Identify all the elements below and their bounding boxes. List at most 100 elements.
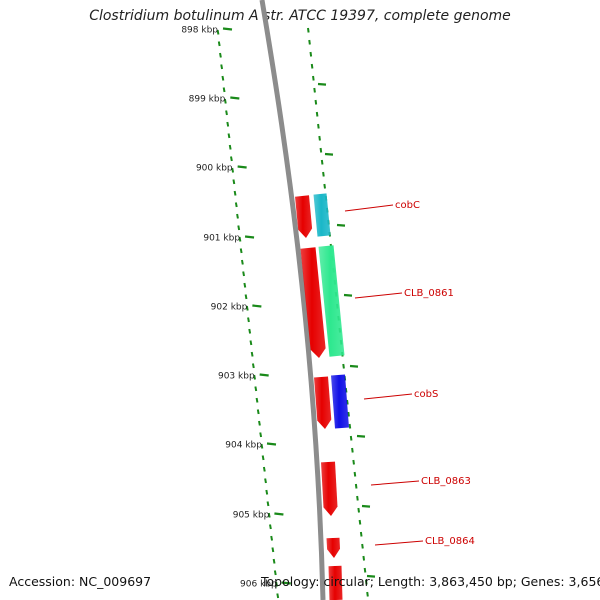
- feature-ruler-dot: [352, 459, 355, 465]
- genome-backbone: [259, 0, 326, 600]
- feature-ruler-dot: [322, 171, 325, 177]
- ruler-major-tick: [281, 581, 291, 585]
- gene-bar-cobS: [331, 374, 349, 429]
- ruler-major-tick: [274, 512, 284, 516]
- feature-ruler-tick: [324, 152, 334, 156]
- feature-ruler-tick: [349, 364, 359, 368]
- ruler-dot: [238, 236, 242, 242]
- ruler-dot: [249, 340, 253, 346]
- feature-ruler-tick: [317, 82, 327, 86]
- ruler-dot: [225, 110, 228, 116]
- ruler-dot: [254, 386, 258, 392]
- ruler-major-tick: [266, 442, 277, 446]
- gene-bar-CLB_0861: [318, 245, 345, 357]
- ruler-dot: [227, 133, 231, 139]
- gene-label: CLB_0864: [425, 536, 475, 547]
- ruler-dot: [222, 87, 226, 93]
- feature-ruler-dot: [314, 99, 318, 105]
- gene-leader-line: [354, 292, 403, 299]
- ruler-dot: [233, 190, 237, 196]
- ruler-dot: [236, 213, 239, 219]
- gene-block-CLB_0864: [326, 537, 340, 558]
- ruler-dot: [256, 409, 260, 415]
- gene-block-cobC: [295, 195, 313, 238]
- feature-ruler-dot: [366, 591, 369, 597]
- gene-bar-cobC: [313, 193, 331, 237]
- feature-ruler-dot: [320, 159, 324, 165]
- feature-ruler-dot: [348, 423, 352, 429]
- feature-ruler-tick: [361, 504, 371, 508]
- gene-label: CLB_0863: [421, 476, 471, 487]
- ruler-dot: [239, 248, 243, 254]
- ruler-dot: [259, 432, 263, 438]
- ruler-dot: [248, 328, 252, 334]
- ruler-dot: [243, 282, 247, 288]
- feature-ruler-dot: [353, 471, 357, 477]
- genome-title: Clostridium botulinum A str. ATCC 19397,…: [89, 8, 511, 24]
- feature-ruler-dot: [308, 39, 311, 45]
- gene-block-next: [328, 565, 343, 600]
- ruler-dot: [261, 455, 265, 461]
- ruler-dot: [272, 558, 276, 564]
- ruler-dot: [216, 29, 220, 35]
- ruler-dot: [226, 121, 230, 127]
- ruler-dot: [250, 351, 254, 357]
- ruler-tick-label: 903 kbp: [218, 372, 255, 382]
- feature-ruler-tick: [343, 293, 353, 297]
- ruler-dot: [219, 52, 222, 58]
- ruler-tick-label: 898 kbp: [181, 26, 218, 36]
- feature-ruler-dot: [364, 579, 368, 585]
- feature-ruler-tick: [356, 434, 366, 438]
- feature-ruler-dot: [312, 75, 315, 81]
- ruler-major-tick: [259, 373, 269, 377]
- ruler-tick-label: 901 kbp: [203, 234, 240, 244]
- feature-ruler-tick: [336, 223, 346, 227]
- topology-info: Topology: circular; Length: 3,863,450 bp…: [261, 574, 600, 589]
- ruler-tick-label: 902 kbp: [211, 303, 248, 313]
- feature-ruler-dot: [354, 483, 358, 489]
- feature-ruler-dot: [313, 87, 316, 93]
- feature-ruler-dot: [310, 63, 314, 69]
- ruler-dot: [232, 179, 236, 185]
- gene-block-CLB_0863: [321, 461, 338, 516]
- ruler-dot: [241, 259, 244, 265]
- ruler-dot: [262, 466, 266, 472]
- ruler-dot: [237, 225, 241, 231]
- feature-ruler-dot: [323, 183, 326, 189]
- ruler-major-tick: [222, 27, 233, 31]
- feature-ruler-dot: [359, 531, 363, 537]
- ruler-dot: [231, 167, 235, 173]
- accession-label: Accession: NC_009697: [9, 574, 152, 589]
- ruler-tick-label: 905 kbp: [233, 511, 270, 521]
- ruler-dot: [253, 374, 256, 380]
- ruler-major-tick: [244, 235, 255, 239]
- ruler-dot: [264, 478, 267, 484]
- gene-leader-line: [363, 393, 413, 400]
- ruler-tick-label: 906 kbp: [240, 580, 277, 590]
- feature-ruler-dot: [318, 135, 321, 141]
- ruler-dot: [270, 535, 274, 541]
- ruler-dot: [255, 397, 259, 403]
- feature-ruler-dot: [319, 147, 323, 153]
- ruler-dot: [244, 294, 248, 300]
- feature-ruler-dot: [358, 519, 362, 525]
- feature-ruler-dot: [346, 399, 349, 405]
- ruler-dot: [251, 363, 255, 369]
- ruler-major-tick: [237, 165, 247, 169]
- ruler-dot: [217, 41, 221, 47]
- gene-leader-line: [344, 204, 394, 212]
- ruler-dot: [266, 501, 270, 507]
- ruler-tick-label: 900 kbp: [196, 164, 233, 174]
- ruler-major-tick: [252, 304, 262, 308]
- ruler-tick-label: 904 kbp: [225, 441, 262, 451]
- gene-leader-line: [370, 480, 420, 486]
- feature-ruler-tick: [366, 574, 376, 578]
- feature-ruler-dot: [361, 543, 364, 549]
- feature-ruler-dot: [309, 51, 313, 57]
- gene-label: cobC: [395, 200, 420, 211]
- ruler-dot: [245, 305, 249, 311]
- ruler-dot: [275, 581, 278, 587]
- gene-block-cobS: [314, 376, 332, 429]
